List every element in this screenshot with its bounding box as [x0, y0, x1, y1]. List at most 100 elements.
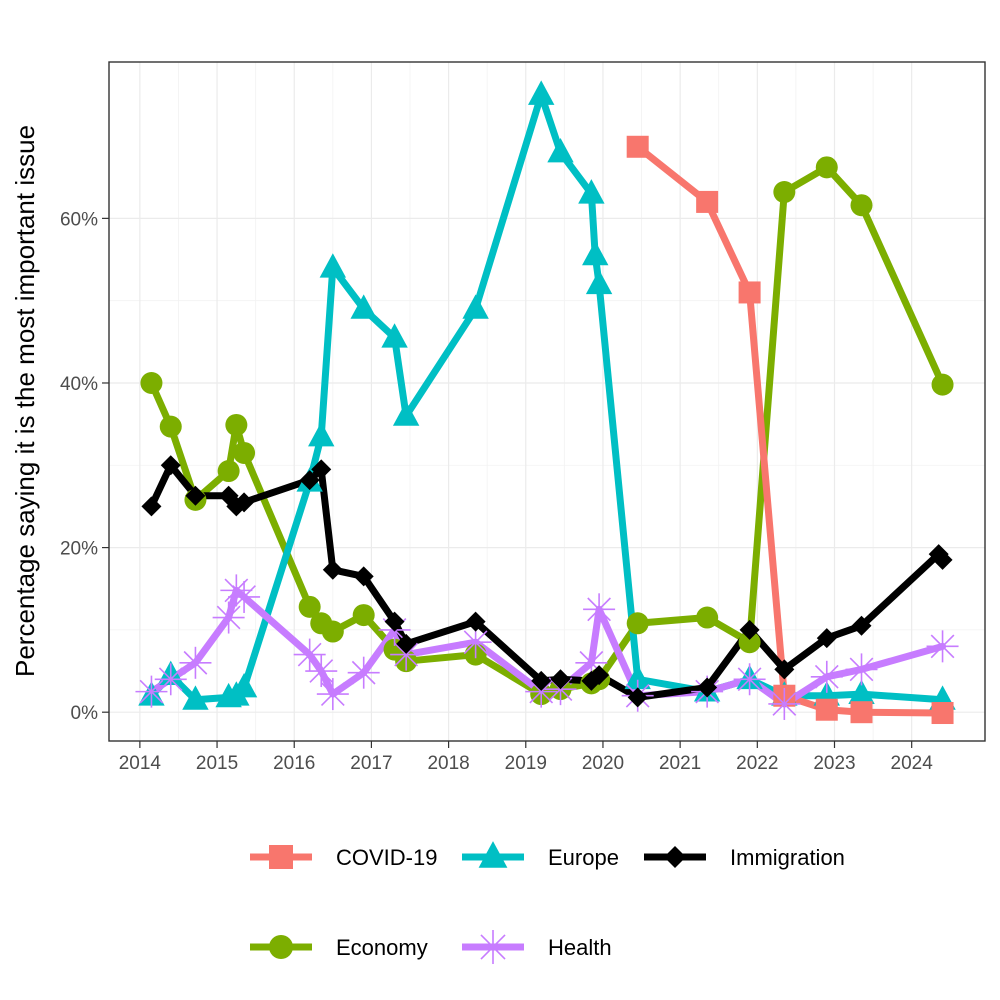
- legend-item-covid-19: COVID-19: [250, 845, 437, 870]
- data-point-health: [228, 580, 261, 613]
- legend-label: Health: [548, 935, 612, 960]
- data-point-health: [293, 638, 326, 671]
- data-point-immigration: [932, 549, 953, 570]
- data-point-immigration: [311, 459, 332, 480]
- data-point-europe: [381, 323, 408, 348]
- legend-key-marker: [478, 841, 508, 868]
- y-tick-label: 0%: [71, 703, 99, 724]
- data-point-covid-19: [738, 281, 761, 304]
- data-point-covid-19: [815, 698, 838, 721]
- data-point-immigration: [816, 628, 837, 649]
- data-point-health: [347, 656, 380, 689]
- x-tick-label: 2022: [736, 753, 778, 774]
- data-point-immigration: [531, 670, 552, 691]
- data-point-europe: [392, 401, 420, 426]
- data-point-immigration: [739, 619, 760, 640]
- data-point-europe: [582, 240, 609, 266]
- legend-key-marker: [269, 935, 293, 959]
- data-point-immigration: [589, 665, 610, 686]
- data-point-economy: [225, 413, 248, 436]
- legend-label: Europe: [548, 845, 619, 870]
- data-point-health: [583, 593, 616, 626]
- data-point-europe: [319, 253, 347, 278]
- x-tick-label: 2024: [891, 753, 934, 774]
- legend-key-marker: [476, 930, 510, 964]
- data-point-economy: [321, 620, 344, 643]
- data-point-economy: [850, 194, 873, 217]
- data-point-economy: [815, 156, 838, 179]
- data-point-economy: [738, 631, 761, 654]
- data-point-immigration: [774, 659, 795, 680]
- data-point-health: [179, 646, 212, 679]
- data-point-immigration: [627, 687, 648, 708]
- series-markers: [135, 80, 959, 725]
- data-point-europe: [462, 294, 489, 319]
- data-point-immigration: [141, 496, 162, 517]
- data-point-europe: [230, 672, 258, 698]
- data-point-europe: [547, 138, 574, 163]
- data-point-economy: [626, 612, 649, 635]
- data-point-health: [316, 678, 349, 711]
- data-point-economy: [159, 415, 182, 438]
- x-tick-label: 2018: [427, 753, 469, 774]
- x-tick-label: 2019: [505, 753, 547, 774]
- data-point-health: [154, 663, 187, 696]
- data-point-immigration: [465, 611, 486, 632]
- data-point-health: [810, 660, 843, 693]
- legend-key-marker: [269, 845, 293, 869]
- data-point-health: [220, 574, 253, 607]
- data-point-health: [768, 687, 801, 720]
- data-point-europe: [624, 664, 651, 690]
- data-point-europe: [848, 679, 875, 704]
- data-point-immigration: [322, 559, 343, 580]
- x-tick-label: 2021: [659, 753, 701, 774]
- plot-panel: [108, 61, 986, 742]
- x-tick-label: 2017: [350, 753, 392, 774]
- data-point-health: [135, 675, 168, 708]
- data-point-covid-19: [931, 702, 954, 725]
- data-point-europe: [585, 269, 613, 295]
- data-point-europe: [308, 421, 335, 447]
- data-point-immigration: [299, 470, 320, 491]
- data-point-immigration: [396, 633, 417, 654]
- data-point-health: [212, 601, 245, 634]
- legend-key-marker: [664, 846, 686, 868]
- x-tick-label: 2020: [582, 753, 624, 774]
- data-point-europe: [528, 80, 555, 105]
- panel-border: [108, 61, 986, 742]
- data-point-covid-19: [850, 701, 873, 724]
- x-axis: 2014 2015 2016 2017 2018 2019 2020 2021 2022 2023…: [119, 741, 934, 774]
- data-point-health: [305, 655, 338, 688]
- legend-label: Immigration: [730, 845, 845, 870]
- data-point-economy: [773, 181, 796, 204]
- legend: COVID-19 Europe Immigration Economy Health: [250, 841, 845, 964]
- data-point-immigration: [234, 492, 255, 513]
- data-point-immigration: [353, 566, 374, 587]
- y-tick-label: 40%: [60, 374, 98, 395]
- data-point-economy: [233, 441, 256, 464]
- y-tick-label: 20%: [60, 539, 98, 560]
- data-point-health: [926, 630, 959, 663]
- panel-background: [109, 62, 985, 741]
- legend-item-europe: Europe: [462, 841, 619, 870]
- legend-label: Economy: [336, 935, 428, 960]
- legend-label: COVID-19: [336, 845, 437, 870]
- data-point-economy: [298, 595, 321, 618]
- data-point-immigration: [851, 615, 872, 636]
- x-tick-label: 2016: [273, 753, 315, 774]
- x-tick-label: 2014: [119, 753, 162, 774]
- data-point-immigration: [697, 677, 718, 698]
- data-point-economy: [931, 373, 954, 396]
- data-point-economy: [696, 606, 719, 629]
- legend-item-immigration: Immigration: [644, 845, 845, 870]
- data-point-europe: [578, 179, 605, 204]
- y-tick-label: 60%: [60, 209, 98, 230]
- data-point-health: [733, 663, 766, 696]
- data-point-economy: [352, 604, 375, 627]
- legend-item-health: Health: [462, 930, 612, 964]
- y-axis: 0% 20% 40% 60%: [60, 209, 109, 724]
- data-point-immigration: [185, 485, 206, 506]
- data-point-europe: [350, 294, 377, 319]
- x-tick-label: 2015: [196, 753, 238, 774]
